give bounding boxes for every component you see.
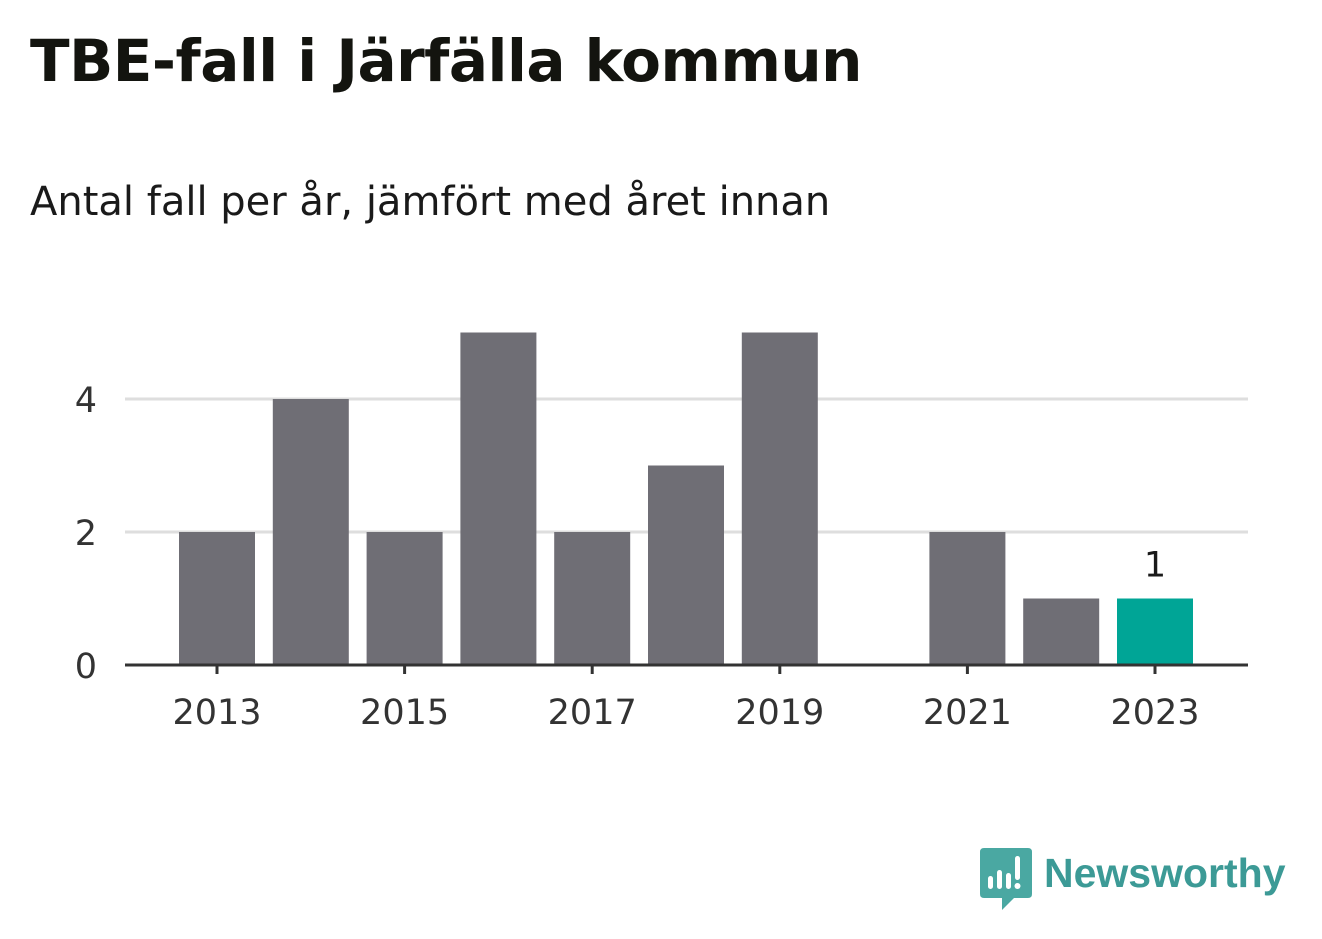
y-tick-label: 2 [75,514,97,554]
x-tick-label: 2023 [1110,693,1199,733]
x-tick-label: 2013 [172,693,261,733]
x-tick-label: 2017 [548,693,637,733]
bar [1023,598,1100,665]
newsworthy-logo-text: Newsworthy [1044,850,1286,896]
y-tick-label: 0 [75,647,97,687]
bar [272,399,349,665]
x-tick-label: 2015 [360,693,449,733]
x-tick-label: 2021 [923,693,1012,733]
bar [648,465,724,665]
chart-title: TBE-fall i Järfälla kommun [30,27,862,95]
bar [929,532,1006,665]
y-tick-label: 4 [75,381,97,421]
chart-subtitle: Antal fall per år, jämfört med året inna… [30,179,831,225]
bar [741,332,818,665]
bar [179,532,255,665]
newsworthy-logo-icon [980,848,1032,910]
data-label: 1 [1144,546,1166,586]
x-tick-label: 2019 [735,693,824,733]
bar [460,332,537,665]
bar [366,532,443,665]
bar [554,532,631,665]
newsworthy-logo: Newsworthy [980,848,1286,912]
bar-highlight [1117,598,1193,665]
